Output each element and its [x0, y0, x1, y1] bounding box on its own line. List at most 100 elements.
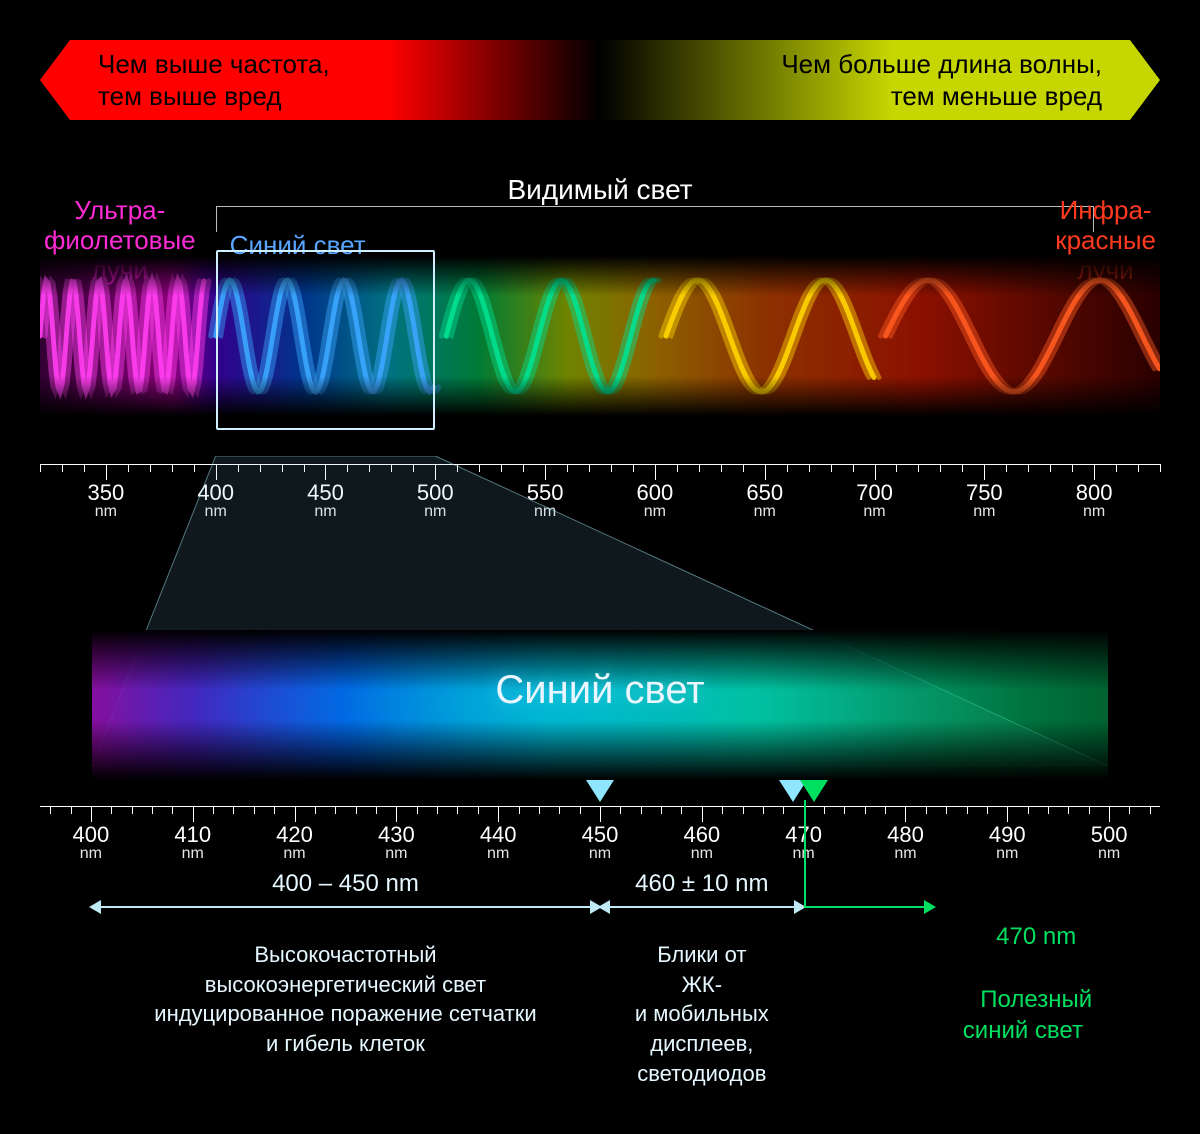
tick-minor [699, 464, 700, 472]
tick-minor [254, 806, 255, 814]
arrow-right-text: Чем больше длина волны, тем меньше вред [781, 48, 1102, 113]
tick-minor [84, 464, 85, 472]
arrow-right-tip [1130, 40, 1160, 120]
marker-470nm-green [800, 780, 828, 802]
tick-label: 750nm [966, 482, 1003, 520]
tick-major [325, 464, 326, 480]
tick-label: 420nm [276, 824, 313, 862]
tick-label: 600nm [637, 482, 674, 520]
tick-minor [391, 464, 392, 472]
tick-label: 410nm [174, 824, 211, 862]
good-blue-stem [804, 800, 806, 908]
tick-label: 450nm [582, 824, 619, 862]
tick-minor [641, 806, 642, 814]
tick-minor [457, 464, 458, 472]
range-460-bar [600, 906, 804, 908]
tick-minor [501, 464, 502, 472]
tick-minor [128, 464, 129, 472]
top-arrows: Чем выше частота, тем выше вред Чем боль… [0, 40, 1200, 120]
good-blue-nm: 470 nm [996, 923, 1076, 950]
tick-major [498, 806, 499, 822]
tick-minor [1150, 806, 1151, 814]
tick-minor [437, 806, 438, 814]
tick-minor [946, 806, 947, 814]
axis-top-line [40, 464, 1160, 465]
tick-minor [1160, 464, 1161, 472]
tick-minor [677, 464, 678, 472]
tick-minor [722, 806, 723, 814]
tick-minor [315, 806, 316, 814]
tick-minor [853, 464, 854, 472]
tick-minor [213, 806, 214, 814]
tick-minor [1048, 806, 1049, 814]
tick-minor [347, 464, 348, 472]
tick-minor [743, 464, 744, 472]
tick-major [655, 464, 656, 480]
tick-major [545, 464, 546, 480]
tick-minor [238, 464, 239, 472]
arrow-left-text: Чем выше частота, тем выше вред [98, 48, 330, 113]
tick-label: 460nm [683, 824, 720, 862]
tick-minor [885, 806, 886, 814]
tick-minor [111, 806, 112, 814]
tick-minor [152, 806, 153, 814]
tick-minor [194, 464, 195, 472]
visible-light-bracket [216, 206, 1094, 232]
arrow-left-tip [40, 40, 70, 120]
tick-minor [611, 464, 612, 472]
tick-minor [132, 806, 133, 814]
tick-minor [1072, 464, 1073, 472]
tick-major [106, 464, 107, 480]
tick-minor [681, 806, 682, 814]
good-blue-label: 470 nm Полезный синий свет [954, 890, 1092, 1077]
tick-minor [633, 464, 634, 472]
tick-label: 480nm [887, 824, 924, 862]
tick-minor [763, 806, 764, 814]
tick-minor [824, 806, 825, 814]
tick-minor [40, 464, 41, 472]
range-400-450-bar [91, 906, 600, 908]
blue-detail-title: Синий свет [0, 668, 1200, 713]
tick-minor [172, 806, 173, 814]
tick-minor [831, 464, 832, 472]
arrow-long-wavelength: Чем больше длина волны, тем меньше вред [600, 40, 1160, 120]
tick-minor [71, 806, 72, 814]
tick-minor [567, 464, 568, 472]
good-blue-arrow [804, 906, 934, 908]
tick-minor [233, 806, 234, 814]
tick-label: 650nm [746, 482, 783, 520]
tick-minor [1068, 806, 1069, 814]
tick-minor [721, 464, 722, 472]
range-400-450-label: 400 – 450 nm [272, 870, 419, 898]
tick-label: 500nm [1091, 824, 1128, 862]
tick-minor [479, 464, 480, 472]
tick-minor [478, 806, 479, 814]
tick-minor [260, 464, 261, 472]
tick-minor [369, 464, 370, 472]
tick-major [396, 806, 397, 822]
tick-minor [539, 806, 540, 814]
tick-minor [1138, 464, 1139, 472]
tick-major [216, 464, 217, 480]
tick-minor [787, 464, 788, 472]
tick-minor [743, 806, 744, 814]
tick-minor [172, 464, 173, 472]
range-460-desc: Блики от ЖК- и мобильных дисплеев, свето… [635, 940, 769, 1088]
range-460-label: 460 ± 10 nm [635, 870, 768, 898]
tick-minor [62, 464, 63, 472]
tick-minor [335, 806, 336, 814]
tick-major [1007, 806, 1008, 822]
tick-major [765, 464, 766, 480]
tick-major [600, 806, 601, 822]
tick-minor [987, 806, 988, 814]
tick-major [875, 464, 876, 480]
tick-minor [559, 806, 560, 814]
tick-minor [457, 806, 458, 814]
tick-minor [274, 806, 275, 814]
axis-bottom: 400nm410nm420nm430nm440nm450nm460nm470nm… [40, 806, 1160, 876]
tick-minor [620, 806, 621, 814]
tick-label: 350nm [88, 482, 125, 520]
tick-minor [519, 806, 520, 814]
arrow-high-frequency: Чем выше частота, тем выше вред [40, 40, 600, 120]
tick-major [1094, 464, 1095, 480]
